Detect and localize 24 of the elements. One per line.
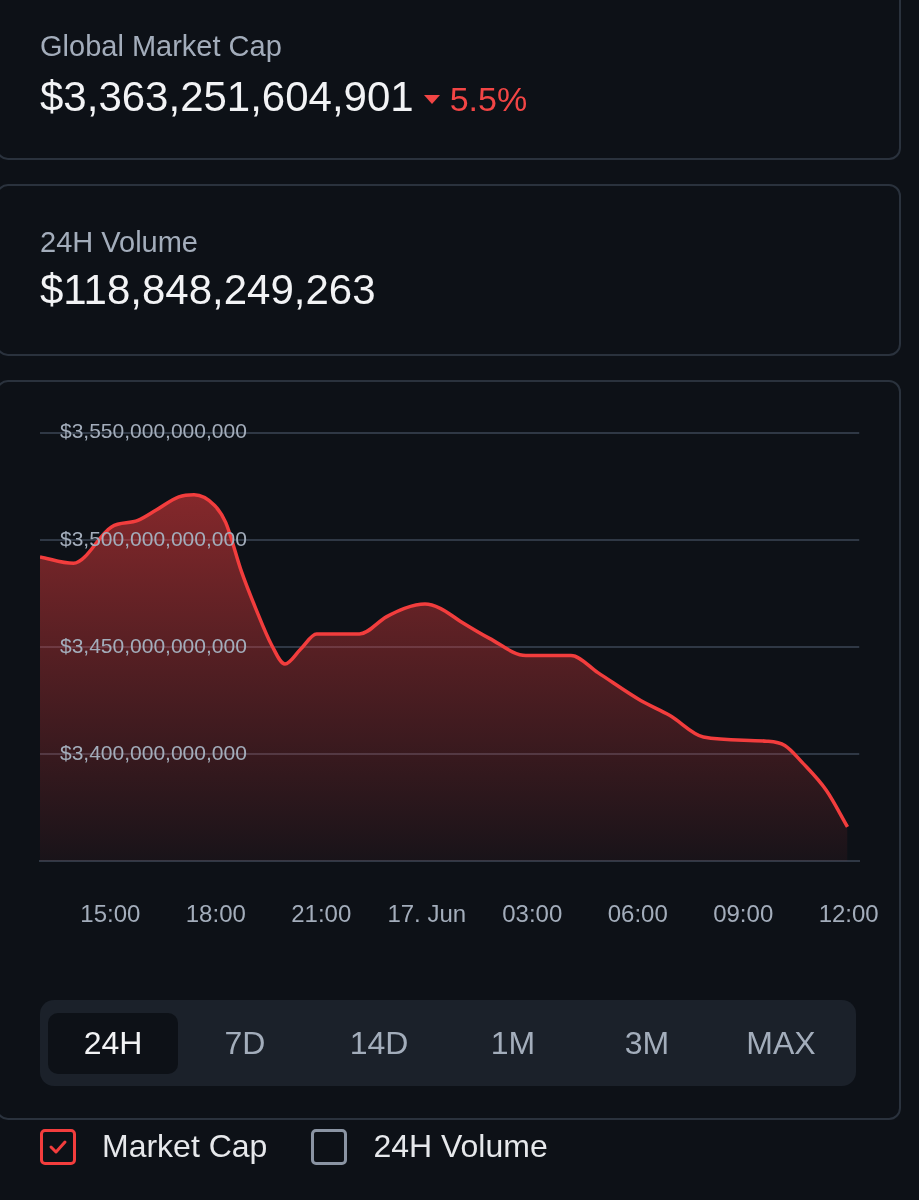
text: 3M <box>623 1023 671 1063</box>
x-tick-label: 17. Jun <box>387 900 467 928</box>
x-tick-label: 09:00 <box>713 900 774 928</box>
text: 14D <box>348 1023 410 1063</box>
x-tick-label: 06:00 <box>607 900 668 928</box>
text: MAX <box>745 1023 817 1063</box>
x-tick-label: 15:00 <box>80 900 141 928</box>
text: $118,848,249,263 <box>40 266 376 314</box>
x-tick-label: 21:00 <box>291 900 352 928</box>
chart-title: Global Market Cap <box>40 30 282 63</box>
y-tick-label: $3,550,000,000,000 <box>60 419 247 443</box>
x-tick-label: 18:00 <box>185 900 246 928</box>
chart-subtitle: $3,363,251,604,901 <box>40 73 414 120</box>
y-tick-label: $3,450,000,000,000 <box>60 633 247 657</box>
text: 24H <box>48 1012 178 1074</box>
text: 1M <box>489 1023 537 1063</box>
x-tick-label: 03:00 <box>502 900 563 928</box>
text: 7D <box>223 1023 267 1063</box>
text: 5.5% <box>449 80 528 118</box>
text: 24H Volume <box>40 226 198 259</box>
x-tick-label: 12:00 <box>818 900 879 928</box>
legend-label: Market Cap <box>102 1128 268 1165</box>
y-tick-label: $3,400,000,000,000 <box>60 740 247 764</box>
text: 24H Volume <box>373 1128 548 1165</box>
